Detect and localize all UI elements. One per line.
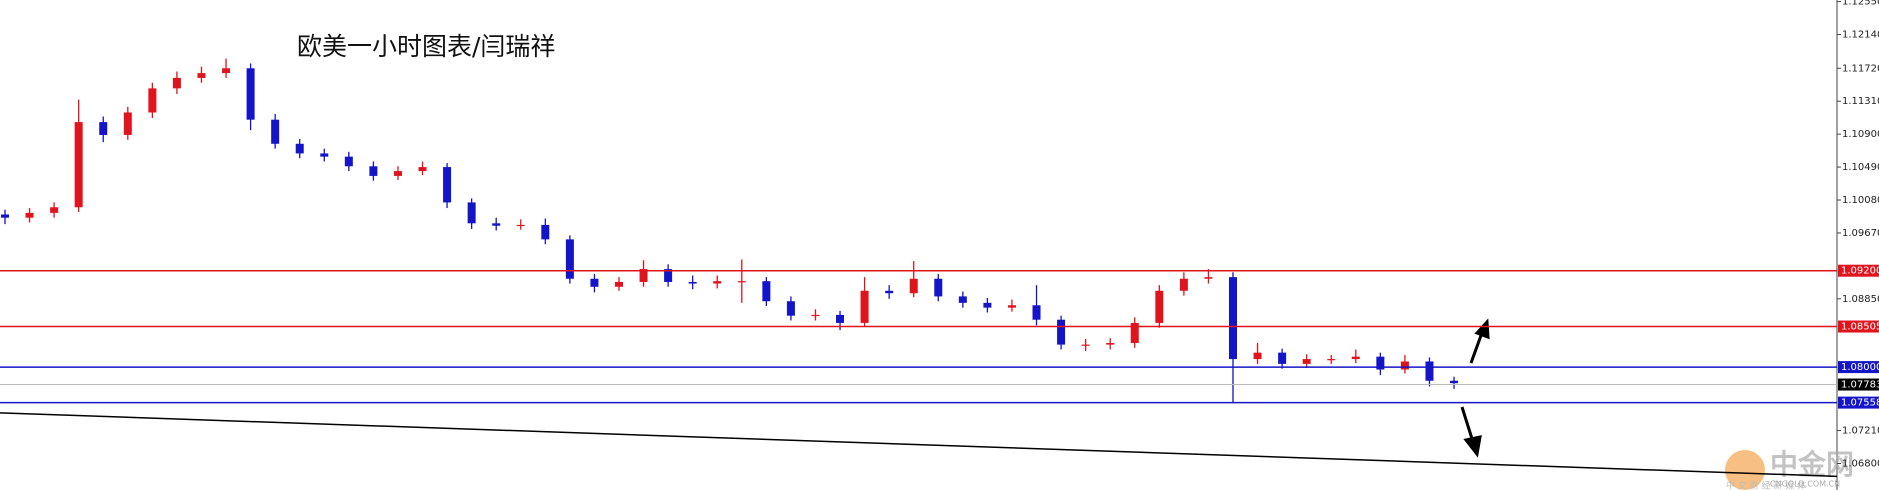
- candle-body: [590, 278, 599, 287]
- candle-body: [615, 281, 623, 287]
- candle-body: [1327, 359, 1336, 361]
- level-label: 1.07783: [1841, 380, 1879, 391]
- watermark-site: CNGOLD.COM.CN: [1770, 480, 1840, 489]
- candle-body: [639, 269, 648, 282]
- candle-body: [958, 296, 967, 303]
- candle-body: [1253, 352, 1262, 360]
- candle-body: [172, 77, 181, 89]
- candle-body: [1278, 352, 1287, 364]
- arrow-down: [1460, 406, 1482, 458]
- y-tick-label: 1.07210: [1842, 426, 1879, 437]
- candle-body: [1007, 305, 1016, 308]
- candle-body: [1130, 322, 1139, 343]
- candle-body: [762, 281, 771, 302]
- watermark-slogan: 中 文 财 经 新 媒 体: [1726, 480, 1806, 490]
- candle-body: [737, 281, 746, 283]
- level-label-box: [1838, 361, 1879, 374]
- candle-body: [786, 301, 795, 316]
- candle-body: [25, 212, 34, 218]
- candle-body: [74, 122, 83, 208]
- candle-body: [836, 314, 845, 323]
- trendline: [0, 412, 1838, 478]
- candle-body: [1179, 278, 1188, 291]
- candle-body: [1229, 277, 1237, 360]
- candle-body: [1351, 356, 1360, 360]
- candle-body: [295, 143, 304, 154]
- y-tick-label: 1.06800: [1842, 458, 1879, 469]
- level-label: 1.08000: [1841, 362, 1879, 373]
- candle-body: [123, 112, 132, 135]
- candle-body: [197, 73, 206, 78]
- arrow-up: [1469, 318, 1490, 364]
- candle-body: [271, 119, 280, 144]
- y-tick-label: 1.11310: [1842, 96, 1879, 107]
- level-label-box: [1838, 378, 1879, 391]
- candle-body: [344, 156, 353, 167]
- candle-body: [565, 239, 574, 279]
- candle-body: [688, 281, 697, 284]
- level-label: 1.08505: [1841, 322, 1879, 333]
- candle-body: [811, 314, 820, 317]
- candle-body: [1400, 361, 1409, 370]
- candle-body: [1032, 305, 1041, 320]
- candle-body: [50, 207, 59, 213]
- y-tick-label: 1.12140: [1842, 30, 1879, 41]
- candle-body: [1450, 380, 1459, 384]
- level-label-box: [1838, 396, 1879, 409]
- level-label: 1.09200: [1841, 266, 1879, 277]
- candle-body: [885, 290, 894, 294]
- candle-body: [1155, 290, 1164, 323]
- candle-body: [860, 290, 869, 323]
- candle-body: [1081, 344, 1090, 346]
- chart-title: 欧美一小时图表/闫瑞祥: [297, 32, 555, 61]
- candle-body: [467, 202, 476, 224]
- watermark-logo: [1725, 450, 1765, 490]
- candle-body: [1, 214, 9, 218]
- candle-body: [541, 224, 550, 240]
- candle-body: [909, 278, 918, 294]
- y-tick-label: 1.10900: [1842, 129, 1879, 140]
- level-label-box: [1838, 264, 1879, 277]
- candle-body: [222, 68, 231, 74]
- candle-body: [1425, 361, 1434, 381]
- candle-body: [934, 278, 943, 297]
- level-label-box: [1838, 320, 1879, 333]
- y-tick-label: 1.12550: [1842, 0, 1879, 8]
- candle-body: [1376, 356, 1385, 370]
- candle-body: [369, 166, 378, 176]
- level-label: 1.07558: [1841, 398, 1879, 409]
- candle-body: [320, 153, 329, 157]
- candle-body: [983, 302, 992, 308]
- y-tick-label: 1.10490: [1842, 162, 1879, 173]
- candle-body: [664, 269, 673, 282]
- candle-body: [1204, 277, 1213, 279]
- y-tick-label: 1.08850: [1842, 294, 1879, 305]
- candle-body: [148, 88, 157, 113]
- y-tick-label: 1.09670: [1842, 228, 1879, 239]
- candle-body: [492, 223, 501, 226]
- candle-body: [393, 171, 402, 176]
- y-tick-label: 1.11720: [1842, 63, 1879, 74]
- candle-body: [246, 68, 255, 120]
- candle-body: [418, 167, 427, 172]
- candle-body: [713, 281, 722, 284]
- candle-body: [1106, 343, 1115, 345]
- candle-body: [1302, 359, 1311, 364]
- candle-body: [99, 122, 108, 135]
- candle-body: [516, 224, 525, 227]
- candle-body: [443, 167, 452, 203]
- candle-body: [1057, 319, 1066, 345]
- y-tick-label: 1.10080: [1842, 195, 1879, 206]
